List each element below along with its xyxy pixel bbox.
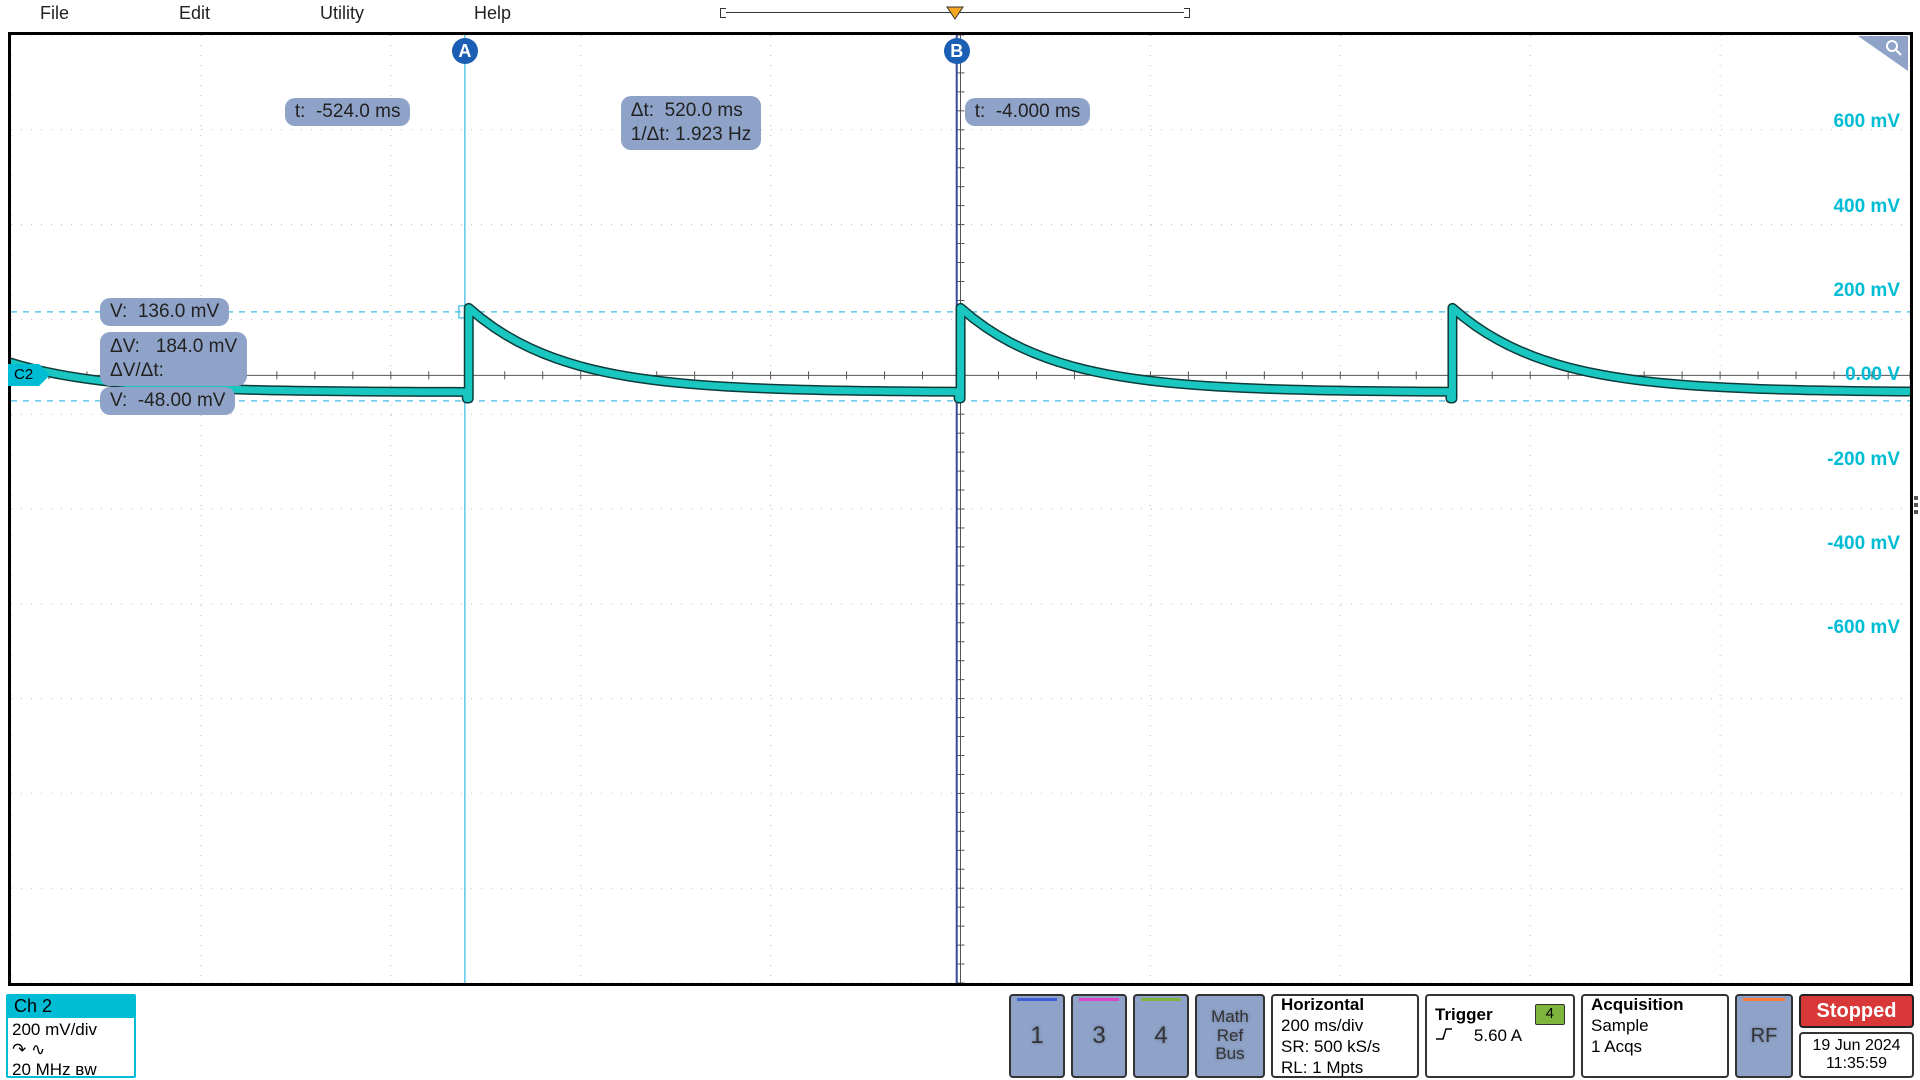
trigger-position-ruler[interactable] <box>720 8 1190 22</box>
channel-title: Ch 2 <box>8 996 134 1018</box>
run-status[interactable]: Stopped <box>1799 994 1914 1028</box>
y-axis-label: -600 mV <box>1827 617 1900 639</box>
cursor-b-badge[interactable]: B <box>944 38 970 64</box>
channel-scale: 200 mV/div <box>12 1020 130 1040</box>
datetime-display: 19 Jun 2024 11:35:59 <box>1799 1032 1914 1078</box>
cursor-v-lower-chip: V: -48.00 mV <box>100 387 235 415</box>
channel-coupling: ↷ ∿ <box>12 1040 130 1060</box>
channel-ground-marker[interactable]: C2 <box>8 364 39 386</box>
waveform-display[interactable] <box>8 32 1913 986</box>
channel-3-button[interactable]: 3 <box>1071 994 1127 1078</box>
trigger-settings[interactable]: Trigger 4 5.60 A <box>1425 994 1575 1078</box>
trigger-title: Trigger <box>1435 1004 1493 1025</box>
y-axis-label: 200 mV <box>1833 280 1900 302</box>
menu-edit[interactable]: Edit <box>179 3 210 24</box>
menu-help[interactable]: Help <box>474 3 511 24</box>
channel-2-settings[interactable]: Ch 2 200 mV/div ↷ ∿ 20 MHz ʙᴡ <box>6 994 136 1078</box>
rising-edge-icon <box>1435 1025 1455 1046</box>
y-axis-label: 0.00 V <box>1845 364 1900 386</box>
cursor-b-time-chip: t: -4.000 ms <box>965 98 1091 126</box>
bottom-toolbar: Ch 2 200 mV/div ↷ ∿ 20 MHz ʙᴡ 134 Math R… <box>0 990 1920 1080</box>
y-axis-label: 600 mV <box>1833 111 1900 133</box>
menu-utility[interactable]: Utility <box>320 3 364 24</box>
zoom-icon[interactable] <box>1858 36 1908 71</box>
y-axis-label: -200 mV <box>1827 449 1900 471</box>
acquisition-title: Acquisition <box>1591 994 1719 1015</box>
y-axis-label: 400 mV <box>1833 196 1900 218</box>
channel-4-button[interactable]: 4 <box>1133 994 1189 1078</box>
math-ref-bus-button[interactable]: Math Ref Bus <box>1195 994 1265 1078</box>
channel-bandwidth: 20 MHz ʙᴡ <box>12 1060 130 1078</box>
horizontal-title: Horizontal <box>1281 994 1409 1015</box>
cursor-a-badge[interactable]: A <box>452 38 478 64</box>
channel-1-button[interactable]: 1 <box>1009 994 1065 1078</box>
cursor-delta-time-chip: Δt: 520.0 ms 1/Δt: 1.923 Hz <box>621 96 761 150</box>
trigger-source-badge: 4 <box>1535 1004 1565 1025</box>
y-axis-label: -400 mV <box>1827 533 1900 555</box>
menu-file[interactable]: File <box>40 3 69 24</box>
trigger-marker-icon <box>946 5 964 26</box>
acquisition-settings[interactable]: Acquisition Sample 1 Acqs <box>1581 994 1729 1078</box>
cursor-delta-v-chip: ΔV: 184.0 mV ΔV/Δt: <box>100 332 247 386</box>
rf-button[interactable]: RF <box>1735 994 1793 1078</box>
cursor-a-time-chip: t: -524.0 ms <box>285 98 411 126</box>
cursor-v-upper-chip: V: 136.0 mV <box>100 298 229 326</box>
side-handle-icon[interactable] <box>1914 496 1918 514</box>
horizontal-settings[interactable]: Horizontal 200 ms/div SR: 500 kS/s RL: 1… <box>1271 994 1419 1078</box>
